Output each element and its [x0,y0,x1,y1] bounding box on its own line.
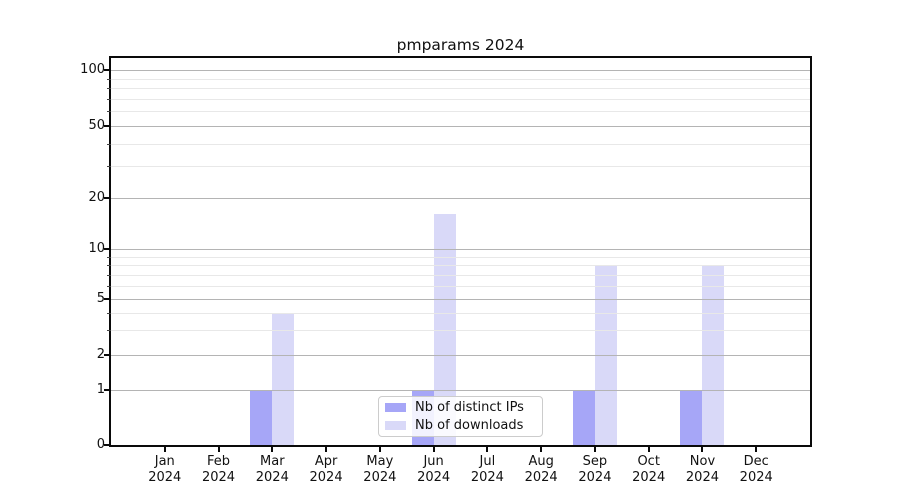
chart-title: pmparams 2024 [396,36,525,54]
x-tick-label: Dec 2024 [739,454,773,485]
x-tick-label: Jan 2024 [148,454,182,485]
y-minor-tick-mark [107,111,111,113]
x-tick-mark [217,447,220,452]
x-tick-mark [755,447,758,452]
y-minor-tick-mark [107,312,111,314]
y-minor-tick-mark [107,274,111,276]
x-tick-label: Feb 2024 [201,454,236,485]
x-tick-mark [325,447,328,452]
x-tick-mark [378,447,381,452]
major-gridline [111,299,810,300]
x-tick-label: Jul 2024 [470,454,504,485]
minor-gridline [111,166,810,168]
bar-downloads-jun [433,214,456,445]
y-tick-mark [104,389,109,391]
minor-gridline [111,285,810,287]
x-tick-label: Nov 2024 [685,454,719,485]
major-gridline [111,70,810,71]
x-tick-mark [271,447,274,452]
minor-gridline [111,312,810,314]
bar-downloads-mar [272,312,295,445]
x-tick-label: Jun 2024 [417,454,451,485]
y-tick-label: 2 [96,347,105,362]
legend-swatch-distinct-ips [385,403,406,412]
x-tick-mark [701,447,704,452]
major-gridline [111,198,810,199]
y-tick-label: 1 [96,382,105,397]
legend-label-distinct-ips: Nb of distinct IPs [415,400,524,415]
major-gridline [111,390,810,391]
y-minor-tick-mark [107,256,111,258]
legend-entry-distinct-ips: Nb of distinct IPs [385,400,542,415]
x-tick-mark [540,447,543,452]
y-minor-tick-mark [107,88,111,90]
y-tick-label: 10 [88,241,105,256]
x-tick-mark [432,447,435,452]
y-tick-label: 5 [96,291,105,306]
y-minor-tick-mark [107,285,111,287]
y-tick-mark [104,197,109,199]
y-tick-mark [104,298,109,300]
legend-label-downloads: Nb of downloads [415,418,524,433]
x-tick-mark [593,447,596,452]
y-tick-label: 50 [88,118,105,133]
x-tick-mark [486,447,489,452]
y-minor-tick-mark [107,143,111,145]
minor-gridline [111,274,810,276]
y-tick-mark [104,444,109,446]
major-gridline [111,355,810,356]
x-tick-label: Apr 2024 [309,454,343,485]
legend: Nb of distinct IPs Nb of downloads [378,396,543,437]
bar-distinct-ips-sep [572,390,595,445]
y-tick-label: 0 [96,437,105,452]
y-minor-tick-mark [107,265,111,267]
minor-gridline [111,111,810,113]
y-tick-mark [104,354,109,356]
minor-gridline [111,98,810,100]
y-minor-tick-mark [107,98,111,100]
x-tick-label: May 2024 [363,454,397,485]
plot-area [109,56,812,447]
minor-gridline [111,78,810,80]
y-tick-mark [104,69,109,71]
y-tick-mark [104,248,109,250]
minor-gridline [111,256,810,258]
bar-distinct-ips-nov [680,390,703,445]
legend-swatch-downloads [385,421,406,430]
legend-entry-downloads: Nb of downloads [385,418,542,433]
x-tick-label: Oct 2024 [632,454,666,485]
minor-gridline [111,143,810,145]
major-gridline [111,126,810,127]
y-minor-tick-mark [107,166,111,168]
minor-gridline [111,88,810,90]
minor-gridline [111,265,810,267]
x-tick-mark [647,447,650,452]
minor-gridline [111,330,810,332]
y-minor-tick-mark [107,330,111,332]
x-tick-mark [163,447,166,452]
y-tick-label: 100 [80,62,105,77]
major-gridline [111,249,810,250]
y-tick-label: 20 [88,190,105,205]
y-minor-tick-mark [107,78,111,80]
x-tick-label: Aug 2024 [524,454,558,485]
y-tick-mark [104,125,109,127]
x-tick-label: Sep 2024 [578,454,612,485]
bar-distinct-ips-mar [250,390,273,445]
x-tick-label: Mar 2024 [255,454,289,485]
